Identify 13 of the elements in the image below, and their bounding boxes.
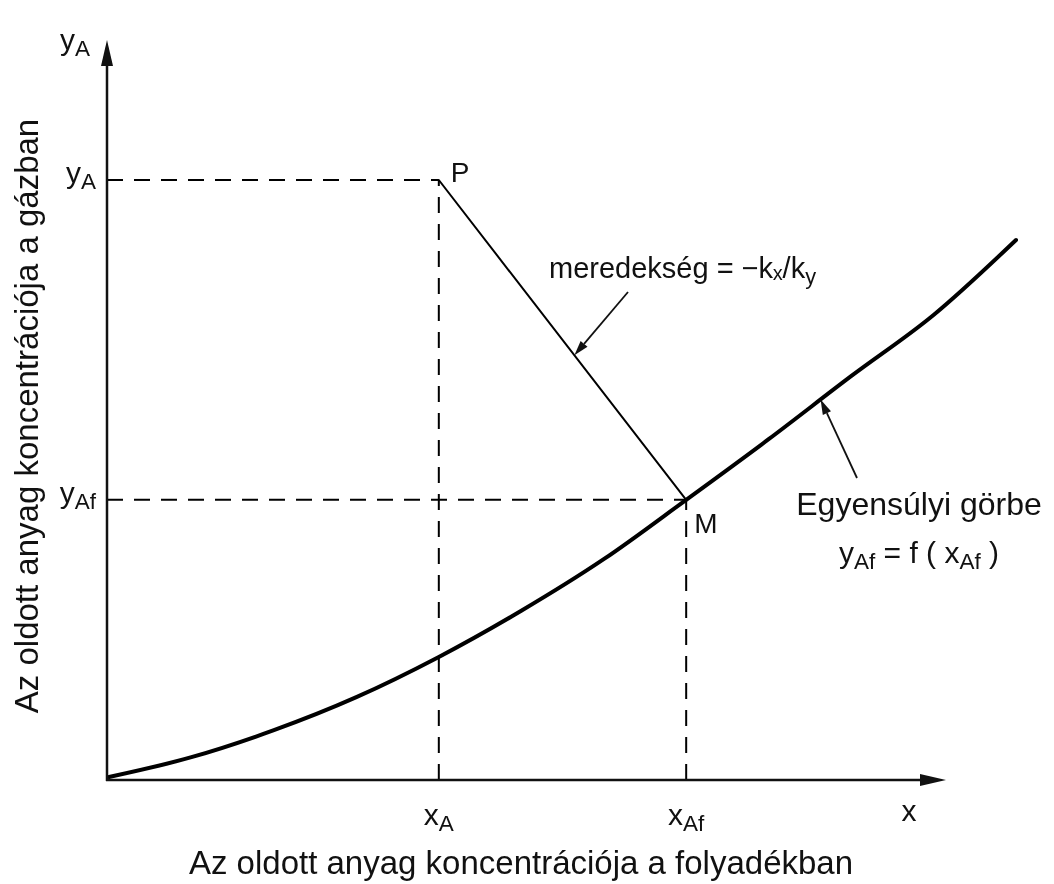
ref-line-label: y$_{Af}$	[59, 475, 97, 515]
annotation: M	[694, 507, 718, 539]
series-label: Egyensúlyi görbe	[796, 486, 1042, 522]
x-tick-label: x$_{A}$	[423, 798, 454, 837]
x-axis-title: Az oldott anyag koncentrációja a folyadékban	[188, 844, 854, 881]
text: x	[901, 794, 917, 827]
text: y$_{A}$	[59, 23, 90, 62]
y-axis-title: Az oldott anyag koncentrációja a gázban	[8, 118, 45, 714]
ref-line-label: y$_{A}$	[65, 156, 96, 195]
annotation: meredekség = −kₓ/k$_{y}$	[549, 252, 817, 290]
annotation: P	[450, 157, 470, 188]
annotation: y$_{Af}$ = f ( x$_{Af}$ )	[838, 536, 1000, 575]
x-tick-label: x$_{Af}$	[668, 798, 706, 837]
